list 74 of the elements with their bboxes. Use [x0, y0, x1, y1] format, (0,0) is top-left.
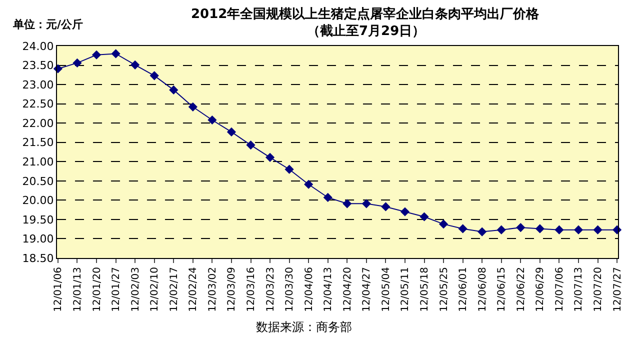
y-tick-label: 22.00 [22, 116, 54, 130]
y-tick-label: 20.00 [22, 194, 54, 208]
chart-title: 2012年全国规模以上生猪定点屠宰企业白条肉平均出厂价格 [191, 6, 540, 22]
point [284, 164, 294, 174]
point [208, 115, 217, 125]
point [342, 199, 352, 208]
point [381, 202, 390, 212]
x-tick-label: 12/05/25 [438, 267, 450, 312]
point [420, 212, 429, 222]
x-tick-label: 12/01/20 [92, 267, 103, 312]
source-note: 数据来源：商务部 [256, 320, 352, 334]
point [458, 224, 468, 234]
x-tick-label: 12/07/27 [612, 267, 624, 312]
point [593, 225, 602, 234]
x-tick-label: 12/01/13 [72, 267, 84, 312]
x-tick-label: 12/03/30 [284, 267, 296, 312]
x-tick-label: 12/03/09 [226, 267, 238, 312]
x-tick-label: 12/01/06 [53, 267, 64, 312]
point [92, 50, 102, 60]
x-tick-label: 12/04/06 [304, 267, 315, 312]
chart-subtitle: （截止至7月29日） [307, 24, 426, 39]
y-axis-title: 单位：元/公斤 [12, 18, 84, 31]
x-tick-label: 12/06/01 [458, 267, 470, 312]
x-tick-label: 12/06/08 [477, 267, 488, 312]
y-tick-label: 21.50 [22, 136, 54, 150]
point [72, 58, 82, 68]
point [574, 225, 584, 234]
x-tick-label: 12/06/15 [496, 267, 508, 312]
y-tick-label: 19.00 [22, 232, 54, 246]
point [323, 192, 332, 202]
y-tick-label: 20.50 [22, 174, 54, 188]
x-tick-label: 12/06/22 [516, 267, 527, 312]
y-tick-label: 18.50 [22, 252, 54, 265]
x-tick-label: 12/04/13 [323, 267, 334, 312]
point [246, 140, 256, 150]
point [516, 223, 526, 232]
point [478, 227, 487, 236]
point [438, 220, 448, 229]
point [496, 225, 506, 234]
x-tick-label: 12/02/17 [168, 267, 180, 312]
point [130, 60, 140, 70]
x-tick-label: 12/07/13 [574, 267, 585, 312]
point [265, 152, 275, 162]
point [400, 207, 410, 216]
y-tick-label: 21.00 [22, 155, 54, 168]
x-tick-label: 12/05/04 [380, 267, 392, 312]
x-tick-label: 12/03/02 [207, 267, 218, 312]
point [535, 224, 544, 234]
x-tick-label: 12/03/16 [246, 267, 257, 312]
x-tick-label: 12/04/20 [342, 267, 354, 312]
x-tick-label: 12/05/18 [420, 267, 430, 312]
point [554, 225, 564, 234]
x-tick-label: 12/04/27 [362, 267, 373, 312]
x-tick-label: 12/03/23 [265, 267, 276, 312]
point [304, 180, 314, 189]
x-tick-label: 12/06/29 [535, 267, 546, 312]
point [150, 71, 159, 80]
x-tick-label: 12/02/03 [130, 267, 142, 312]
point [169, 85, 178, 94]
y-tick-label: 19.50 [22, 213, 54, 226]
x-tick-label: 12/07/20 [593, 267, 604, 312]
y-tick-label: 23.00 [22, 78, 54, 92]
point [362, 199, 371, 208]
point [226, 127, 236, 137]
point [188, 102, 198, 112]
x-tick-label: 12/01/27 [111, 267, 122, 312]
x-tick-label: 12/07/06 [554, 267, 566, 312]
y-tick-label: 23.50 [22, 59, 54, 72]
y-tick-label: 22.50 [22, 98, 54, 111]
y-tick-label: 24.00 [22, 40, 54, 53]
x-tick-label: 12/02/10 [150, 267, 161, 312]
point [111, 49, 120, 58]
x-tick-label: 12/02/24 [188, 267, 200, 312]
x-tick-label: 12/05/11 [400, 267, 412, 312]
